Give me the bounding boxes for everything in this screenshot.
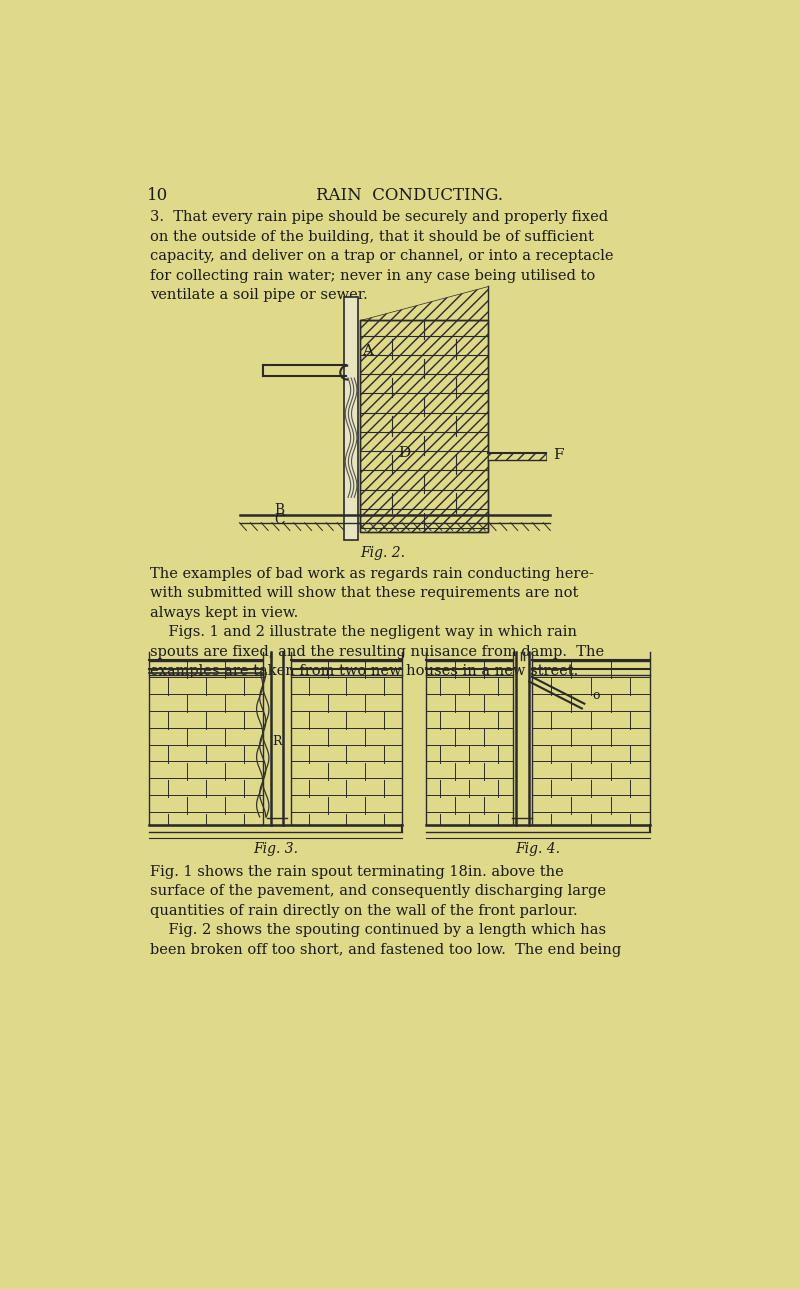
Text: o: o	[592, 690, 600, 703]
Text: B: B	[274, 504, 285, 517]
Bar	[426, 661, 513, 825]
Text: The examples of bad work as regards rain conducting here-
with submitted will sh: The examples of bad work as regards rain…	[150, 567, 605, 678]
Text: Fig. 3.: Fig. 3.	[253, 842, 298, 856]
Text: F: F	[554, 449, 564, 461]
Text: C: C	[274, 513, 285, 527]
Bar	[487, 454, 546, 460]
Text: R: R	[272, 735, 282, 748]
Bar	[532, 661, 650, 825]
Text: 3.  That every rain pipe should be securely and properly fixed
on the outside of: 3. That every rain pipe should be secure…	[150, 210, 614, 302]
Text: D: D	[398, 446, 410, 460]
Bar	[344, 298, 358, 540]
Text: Fig. 1 shows the rain spout terminating 18in. above the
surface of the pavement,: Fig. 1 shows the rain spout terminating …	[150, 865, 622, 956]
Text: Fig. 4.: Fig. 4.	[515, 842, 560, 856]
Bar	[149, 661, 262, 825]
Text: RAIN  CONDUCTING.: RAIN CONDUCTING.	[317, 187, 503, 204]
Bar	[360, 320, 487, 532]
Bar	[360, 320, 487, 532]
Text: A: A	[362, 344, 373, 358]
Bar	[290, 661, 402, 825]
Polygon shape	[360, 286, 487, 320]
Text: Fig. 2.: Fig. 2.	[360, 545, 406, 559]
Text: 10: 10	[146, 187, 168, 204]
